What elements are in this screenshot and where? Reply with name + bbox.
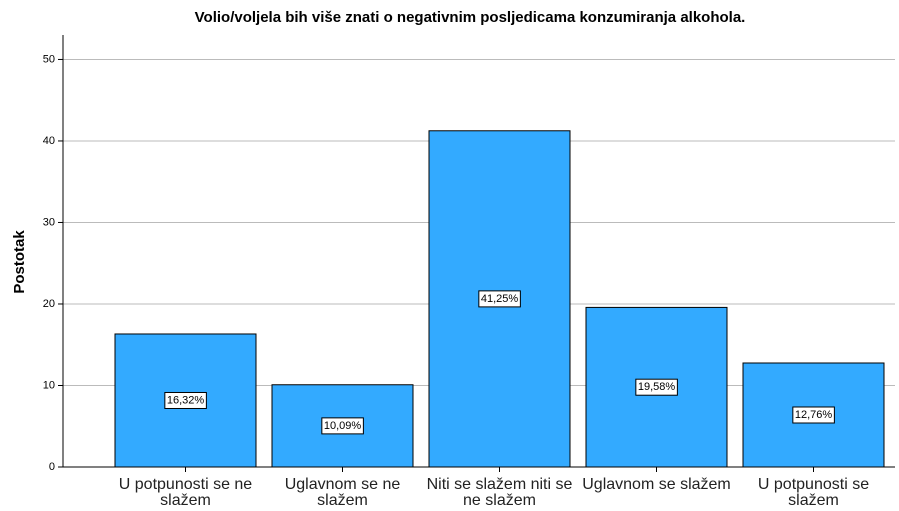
x-tick-label: Uglavnom se slažem bbox=[582, 476, 731, 493]
value-label-box bbox=[321, 417, 364, 435]
y-tick-label: 50 bbox=[43, 53, 55, 65]
value-label: 19,58% bbox=[638, 381, 676, 393]
y-tick-label: 30 bbox=[43, 216, 55, 228]
x-tick-label: U potpunosti se ne slažem bbox=[118, 476, 253, 509]
value-label-box bbox=[792, 406, 835, 424]
y-tick-label: 0 bbox=[49, 461, 55, 473]
y-tick-label: 10 bbox=[43, 379, 55, 391]
value-label-box bbox=[164, 391, 207, 409]
y-tick-label: 40 bbox=[43, 135, 55, 147]
x-tick-label: Niti se slažem niti se ne slažem bbox=[426, 476, 573, 509]
value-label: 16,32% bbox=[167, 394, 205, 406]
value-label: 10,09% bbox=[324, 420, 362, 432]
x-tick-label: U potpunosti se slažem bbox=[757, 476, 870, 509]
chart-title: Volio/voljela bih više znati o negativni… bbox=[195, 9, 746, 26]
value-label-box bbox=[635, 378, 678, 396]
y-axis-label: Postotak bbox=[11, 230, 28, 294]
bar bbox=[742, 362, 885, 468]
value-label: 41,25% bbox=[481, 293, 519, 305]
value-label-box bbox=[478, 290, 521, 308]
x-tick-label: Uglavnom se ne slažem bbox=[284, 476, 401, 509]
value-label: 12,76% bbox=[795, 409, 833, 421]
y-tick-label: 20 bbox=[43, 298, 55, 310]
